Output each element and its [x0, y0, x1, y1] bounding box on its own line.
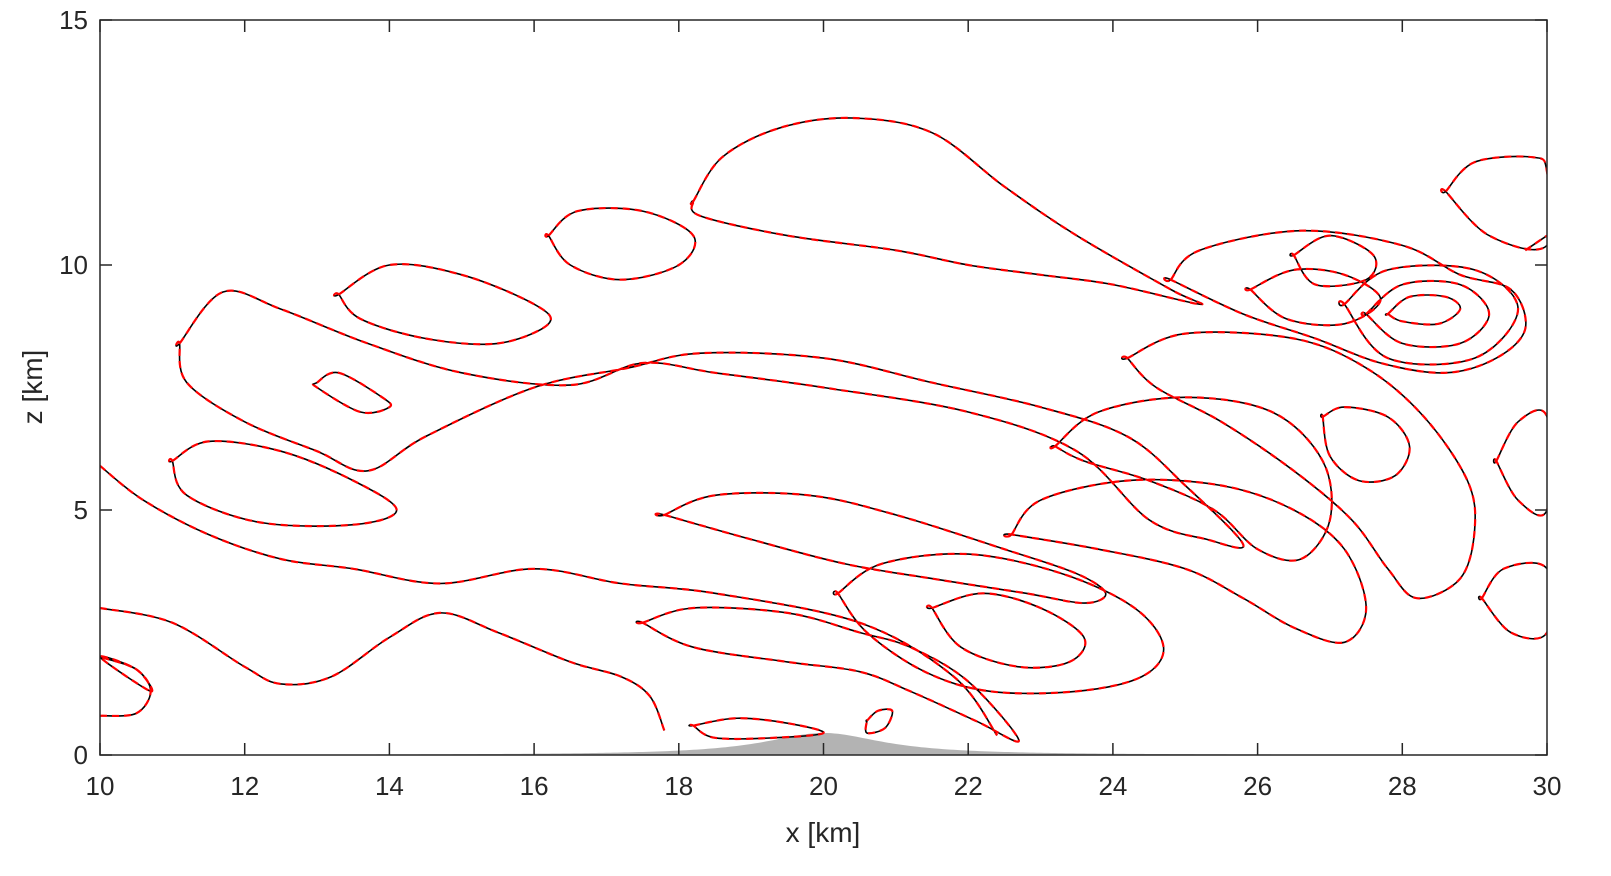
contour-dashed-26 [1477, 561, 1547, 640]
x-tick-label: 30 [1533, 771, 1562, 801]
contour-dashed-11 [635, 606, 1020, 743]
y-tick-label: 10 [59, 250, 88, 280]
contour-dashed-23 [1337, 264, 1520, 366]
y-tick-label: 15 [59, 5, 88, 35]
contour-dashed-2 [100, 606, 666, 731]
x-tick-label: 22 [954, 771, 983, 801]
tick-layer: 10 12 14 16 18 20 22 24 26 28 30 0 5 10 15 [59, 5, 1561, 801]
x-tick-label: 20 [809, 771, 838, 801]
x-tick-label: 26 [1243, 771, 1272, 801]
x-tick-label: 14 [375, 771, 404, 801]
contour-dashed-22 [1360, 279, 1491, 349]
x-axis-label: x [km] [786, 817, 861, 848]
contour-dashed-8 [544, 206, 697, 281]
contour-dashed-21 [1384, 293, 1462, 326]
contour-dashed-28 [1524, 234, 1547, 252]
contour-dashed-3 [100, 465, 999, 737]
x-tick-label: 10 [86, 771, 115, 801]
contour-dashed-25 [1492, 408, 1547, 517]
contour-dashed-4 [167, 439, 398, 528]
contour-dashed-17 [1049, 396, 1333, 562]
contour-dashed-1 [100, 655, 152, 718]
y-tick-label: 5 [74, 495, 88, 525]
contour-dashed-13 [864, 708, 894, 735]
x-tick-label: 18 [664, 771, 693, 801]
x-tick-label: 28 [1388, 771, 1417, 801]
contour-dashed-29 [1289, 234, 1378, 288]
contour-layer [100, 116, 1547, 743]
contour-dashed-15 [925, 592, 1087, 669]
contour-dashed-5 [311, 371, 393, 415]
contour-dashed-10 [654, 491, 1107, 605]
contour-dashed-12 [688, 717, 825, 741]
x-tick-label: 16 [520, 771, 549, 801]
contour-dashed-6 [174, 289, 1245, 549]
contour-solid-7 [333, 263, 552, 346]
x-tick-label: 24 [1098, 771, 1127, 801]
contour-dashed-20 [1244, 267, 1382, 327]
contour-dashed-27 [1440, 155, 1547, 251]
contour-dashed-18 [1120, 331, 1477, 600]
contour-dashed-16 [1002, 478, 1368, 645]
contour-dashed-9 [689, 116, 1204, 306]
x-tick-label: 12 [230, 771, 259, 801]
contour-dashed-24 [1319, 405, 1411, 484]
contour-dashed-0 [100, 655, 154, 693]
y-axis-label: z [km] [17, 350, 48, 425]
contour-dashed-19 [1163, 229, 1527, 374]
y-tick-label: 0 [74, 740, 88, 770]
